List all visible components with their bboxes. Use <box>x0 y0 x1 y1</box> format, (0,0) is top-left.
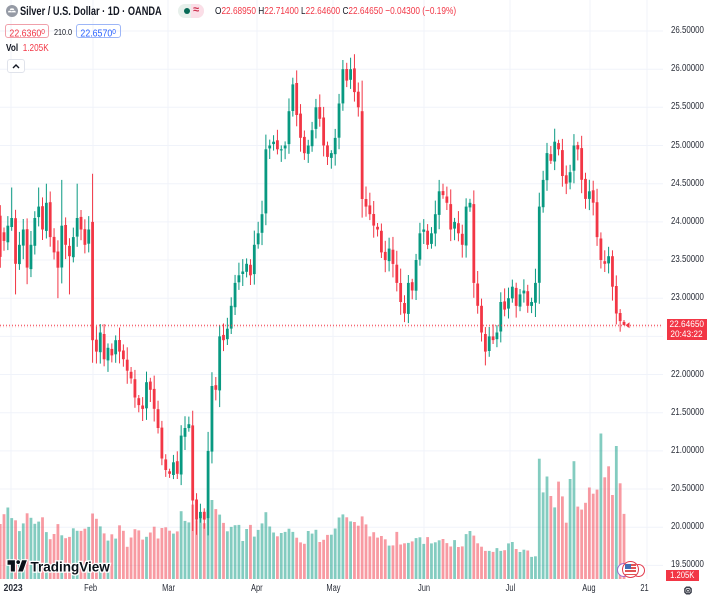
svg-text:TradingView: TradingView <box>31 559 111 574</box>
